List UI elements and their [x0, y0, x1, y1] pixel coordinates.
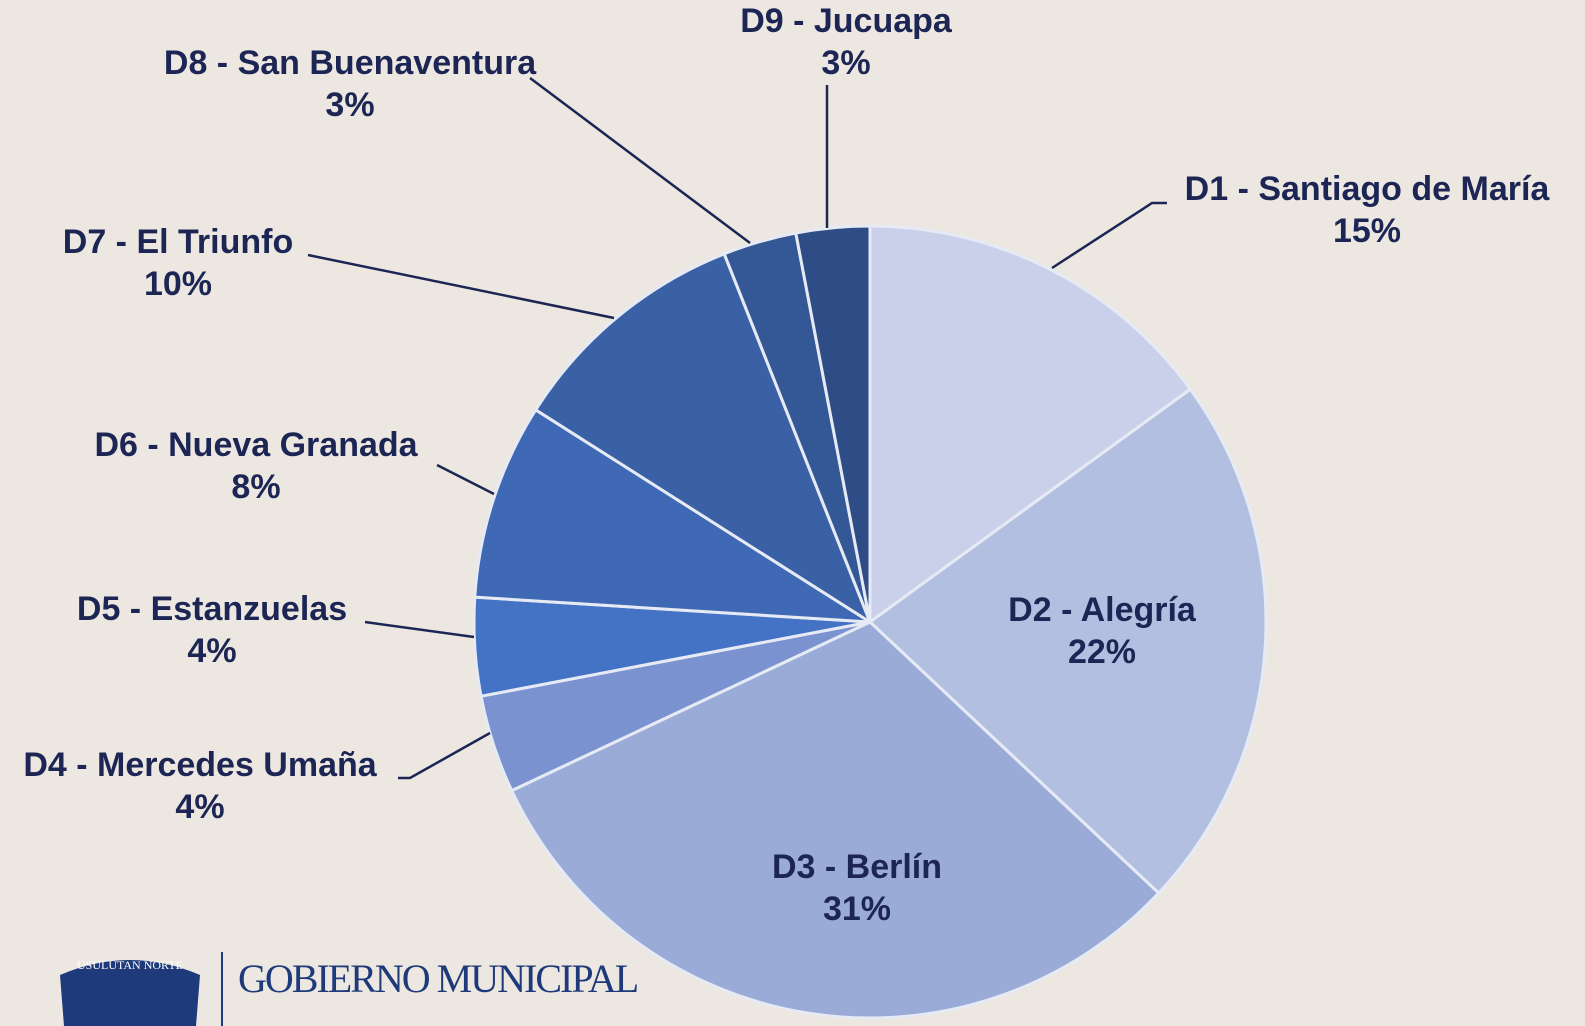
slice-label: D2 - Alegría [1008, 591, 1197, 629]
leader-line [398, 731, 491, 780]
slice-label: D9 - Jucuapa [740, 2, 953, 40]
logo: USULUTAN NORTE GOBIERNO MUNICIPAL [60, 952, 640, 1026]
pie-slice [867, 387, 1268, 896]
slice-label: D6 - Nueva Granada [94, 426, 418, 464]
leader-line [529, 77, 751, 244]
slice-label: D3 - Berlín [772, 848, 942, 886]
logo-badge [60, 960, 200, 1026]
leader-line [436, 463, 495, 496]
pie-slice [794, 224, 872, 623]
slice-label: D4 - Mercedes Umaña [23, 746, 377, 784]
slice-label: D7 - El Triunfo [63, 223, 293, 261]
slice-value-label: 31% [823, 890, 891, 928]
slice-value-label: 8% [231, 468, 280, 506]
pie-slice [509, 620, 1161, 1020]
logo-badge-text: USULUTAN NORTE [77, 958, 183, 972]
pie-slice [533, 251, 874, 626]
pie-slice [473, 407, 871, 624]
slice-label: D5 - Estanzuelas [77, 590, 347, 628]
logo-text: GOBIERNO MUNICIPAL [238, 956, 638, 1001]
slice-value-label: 10% [144, 265, 212, 303]
leader-line [1051, 201, 1167, 270]
leader-line [364, 620, 475, 639]
slice-value-label: 15% [1333, 212, 1401, 250]
slice-value-label: 4% [175, 788, 224, 826]
pie-slice [868, 224, 1193, 625]
slice-value-label: 4% [187, 632, 236, 670]
slice-value-label: 3% [821, 44, 870, 82]
slice-label: D1 - Santiago de María [1185, 170, 1551, 208]
slice-value-label: 22% [1068, 633, 1136, 671]
slice-value-label: 3% [325, 86, 374, 124]
leader-line [307, 253, 615, 320]
slice-label: D8 - San Buenaventura [164, 44, 537, 82]
